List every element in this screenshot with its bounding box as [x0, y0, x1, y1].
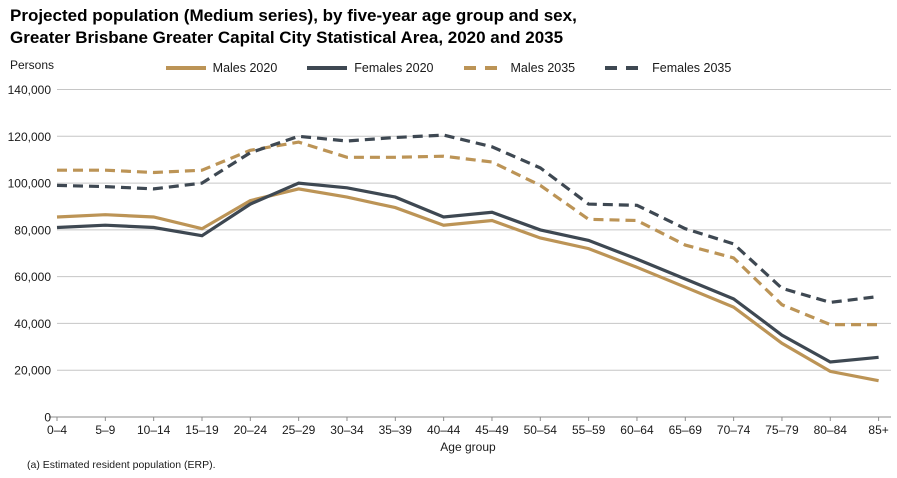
- x-tick-label: 25–29: [282, 423, 316, 437]
- legend-label: Females 2020: [354, 61, 434, 75]
- x-tick-label: 45–49: [475, 423, 509, 437]
- y-tick-label: 60,000: [14, 270, 51, 284]
- legend-item-males-2020: Males 2020: [165, 61, 278, 75]
- legend-item-females-2020: Females 2020: [307, 61, 434, 75]
- legend: Males 2020 Females 2020 Males 2035 Females …: [0, 61, 897, 75]
- x-tick-label: 15–19: [185, 423, 219, 437]
- legend-label: Males 2035: [510, 61, 576, 75]
- y-tick-label: 40,000: [14, 317, 51, 331]
- x-tick-label: 60–64: [620, 423, 654, 437]
- x-tick-label: 35–39: [379, 423, 413, 437]
- series-line-males-2035: [57, 140, 879, 327]
- chart-title-line-1: Projected population (Medium series), by…: [10, 6, 577, 25]
- x-tick-label: 85+: [868, 423, 888, 437]
- x-tick-label: 20–24: [234, 423, 268, 437]
- footnote: (a) Estimated resident population (ERP).: [27, 459, 216, 471]
- legend-label: Females 2035: [652, 61, 732, 75]
- x-tick-label: 5–9: [95, 423, 115, 437]
- legend-swatch-solid: [307, 66, 348, 70]
- legend-label: Males 2020: [212, 61, 278, 75]
- y-tick-label: 100,000: [8, 177, 52, 191]
- x-tick-label: 40–44: [427, 423, 461, 437]
- x-axis-title: Age group: [440, 440, 496, 454]
- x-tick-label: 10–14: [137, 423, 171, 437]
- legend-item-females-2035: Females 2035: [605, 61, 731, 75]
- y-tick-label: 120,000: [8, 130, 52, 144]
- chart-title-line-2: Greater Brisbane Greater Capital City St…: [10, 28, 564, 48]
- series-line-females-2035: [56, 133, 879, 305]
- legend-item-males-2035: Males 2035: [463, 61, 576, 75]
- x-tick-label: 50–54: [524, 423, 558, 437]
- y-tick-label: 20,000: [14, 364, 51, 378]
- x-tick-label: 70–74: [717, 423, 751, 437]
- y-axis-unit-label: Persons: [10, 58, 55, 72]
- x-tick-label: 65–69: [669, 423, 703, 437]
- series-line-females-2020: [56, 181, 879, 364]
- legend-swatch-solid: [165, 66, 206, 70]
- y-tick-label: 140,000: [8, 83, 52, 97]
- chart-title: Projected population (Medium series), by…: [10, 5, 577, 49]
- series-line-males-2020: [56, 187, 879, 383]
- legend-swatch-dashed: [605, 66, 646, 70]
- x-tick-label: 75–79: [765, 423, 799, 437]
- legend-swatch-dashed: [463, 66, 504, 70]
- x-tick-label: 80–84: [814, 423, 848, 437]
- x-tick-label: 0–4: [47, 423, 67, 437]
- x-tick-label: 55–59: [572, 423, 606, 437]
- y-tick-label: 80,000: [14, 223, 51, 237]
- x-tick-label: 30–34: [330, 423, 364, 437]
- y-tick-label: 0: [44, 411, 51, 425]
